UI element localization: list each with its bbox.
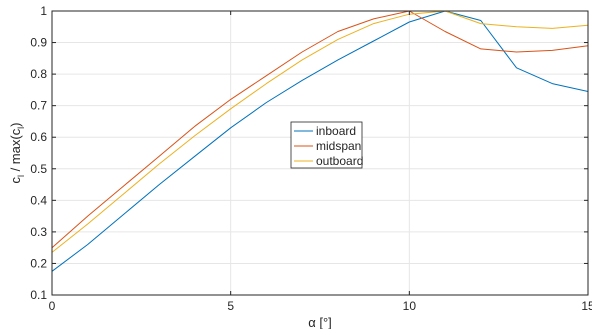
- y-tick-label: 0.9: [30, 36, 47, 50]
- legend-label-midspan: midspan: [316, 139, 361, 153]
- axis-ticks: [51, 10, 589, 296]
- y-tick-label: 0.6: [30, 130, 47, 144]
- y-tick-label: 0.7: [30, 99, 47, 113]
- x-tick-label: 5: [227, 299, 234, 313]
- y-tick-label: 0.3: [30, 225, 47, 239]
- series-lines: [51, 10, 589, 272]
- legend-label-inboard: inboard: [316, 124, 356, 138]
- y-label-sub2: l: [16, 127, 26, 129]
- x-tick-label: 0: [49, 299, 56, 313]
- y-label-suffix: ): [8, 122, 23, 126]
- series-line-midspan: [51, 10, 589, 249]
- y-tick-label: 0.2: [30, 256, 47, 270]
- y-axis-label: cl / max(cl): [8, 122, 26, 183]
- series-line-inboard: [51, 10, 589, 272]
- y-tick-label: 0.4: [30, 193, 47, 207]
- x-tick-label: 10: [403, 299, 417, 313]
- y-label-prefix: c: [8, 177, 23, 184]
- axis-tick-labels: 0 5 10 15 0.1 0.2 0.3 0.4 0.5 0.6 0.7 0.8 0.9 1: [30, 4, 592, 313]
- legend-box: [290, 121, 363, 169]
- y-tick-label: 0.1: [30, 288, 47, 302]
- x-axis-label: α [°]: [308, 315, 332, 329]
- y-tick-label: 0.8: [30, 67, 47, 81]
- y-tick-label: 1: [40, 4, 47, 18]
- plot-frame: [51, 10, 589, 296]
- x-tick-label: 15: [581, 299, 592, 313]
- y-tick-label: 0.5: [30, 162, 47, 176]
- y-label-middle: / max(c: [8, 128, 23, 175]
- legend-label-outboard: outboard: [316, 154, 363, 168]
- y-label-sub1: l: [16, 175, 26, 177]
- series-line-outboard: [51, 10, 589, 253]
